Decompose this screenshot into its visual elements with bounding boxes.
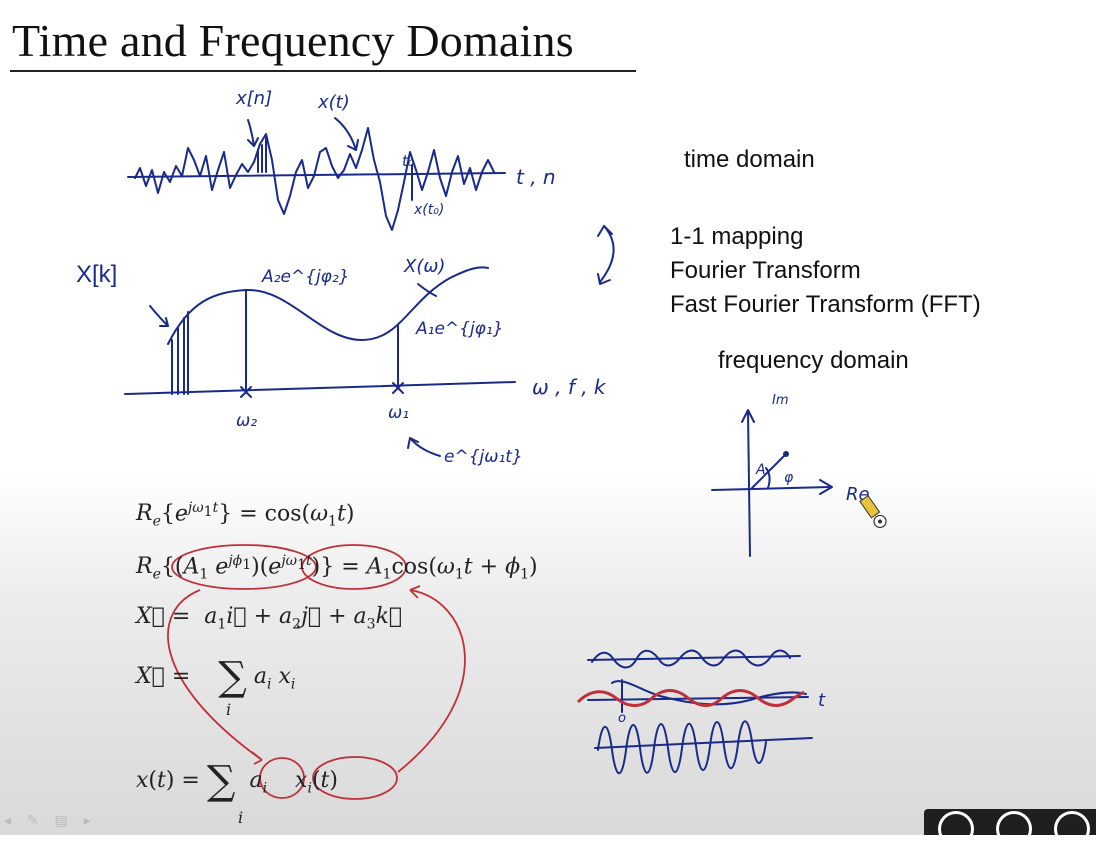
sinusoid-axis-2	[587, 696, 809, 701]
share-alike-icon	[1054, 811, 1090, 847]
hw-omega2: ω₂	[236, 411, 257, 431]
time-axis	[127, 172, 506, 178]
red-arrow-left	[167, 589, 263, 761]
hw-im: Im	[772, 393, 789, 408]
red-sinusoid	[576, 689, 805, 707]
pen-cursor-icon	[859, 494, 887, 529]
title-underline	[10, 70, 636, 72]
hw-A: A	[755, 462, 766, 478]
hw-t-n-axis: t , n	[516, 165, 556, 189]
license-badge	[924, 809, 1096, 847]
circle-exponential	[301, 544, 407, 590]
hw-x-t: x(t)	[317, 92, 350, 113]
fourier-transform-label: Fourier Transform	[670, 257, 861, 284]
hw-A1-e-phi1: A₁e^{jφ₁}	[415, 319, 504, 339]
circle-amplitude	[171, 544, 317, 590]
mapping-label: 1-1 mapping	[670, 223, 804, 250]
cc-icon	[938, 811, 974, 847]
phasor-arrow	[751, 453, 787, 489]
slide-title: Time and Frequency Domains	[12, 15, 574, 66]
presenter-toolbar[interactable]: ◂ ✎ ▤ ▸	[4, 812, 97, 828]
hw-zero: o	[618, 711, 626, 726]
hw-x-t0: x(t₀)	[413, 202, 444, 218]
spectrum-curve	[167, 266, 489, 345]
hw-t-axis: t	[818, 690, 826, 711]
equation-signal-sum: x(t) = ∑ ai xi(t)	[136, 758, 338, 804]
im-axis	[747, 411, 751, 557]
sinusoid-axis-1	[587, 655, 801, 661]
circle-a-i	[259, 757, 305, 799]
frequency-axis	[124, 381, 516, 395]
hw-e-jw1t: e^{jω₁t}	[444, 447, 523, 467]
hw-X-k: X[k]	[76, 261, 117, 288]
red-arrow-right	[397, 589, 466, 773]
equation-real-product: Re{(A1 ejϕ1)(ejω1t)} = A1cos(ω1t + ϕ1)	[136, 553, 538, 583]
circle-x-i	[312, 756, 398, 800]
attribution-icon	[996, 811, 1032, 847]
hw-omega-axis: ω , f , k	[532, 375, 607, 399]
equation-vector: X⃗ = a1i⃗ + a2j⃗ + a3k⃗	[136, 604, 403, 633]
equation-signal-sum-index: i	[238, 808, 244, 827]
hw-X-omega: X(ω)	[403, 256, 445, 277]
time-domain-label: time domain	[684, 146, 815, 173]
hw-A2-e-phi2: A₂e^{jφ₂}	[261, 267, 350, 287]
equation-real-exp: Re{ejω1t} = cos(ω1t)	[136, 500, 355, 530]
hw-t0: t₀	[402, 152, 414, 170]
sinusoid-axis-3	[594, 737, 813, 749]
hw-x-n: x[n]	[235, 88, 272, 109]
equation-vector-sum: X⃗ = ∑ ai xi	[136, 654, 296, 700]
equation-vector-sum-index: i	[226, 700, 232, 719]
hw-phi: φ	[784, 470, 794, 486]
fft-label: Fast Fourier Transform (FFT)	[670, 291, 981, 318]
time-signal	[134, 127, 495, 231]
hw-omega1: ω₁	[388, 403, 409, 423]
frequency-domain-label: frequency domain	[718, 347, 909, 374]
re-axis	[711, 486, 831, 491]
